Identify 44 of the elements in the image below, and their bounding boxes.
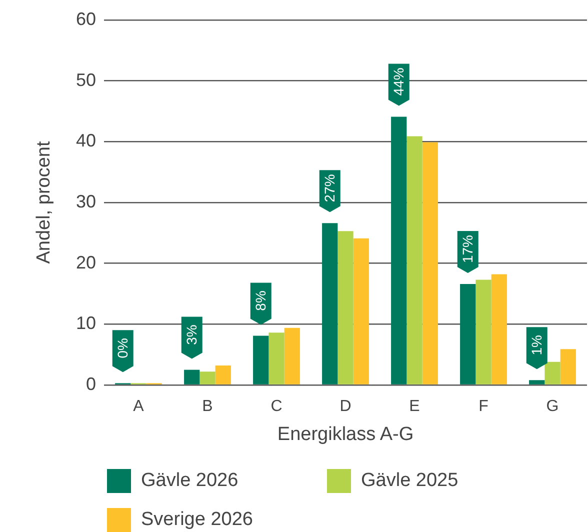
- bar: [391, 116, 407, 384]
- bar: [544, 362, 560, 384]
- y-tick-label: 60: [76, 8, 96, 29]
- x-tick-label: F: [478, 398, 489, 416]
- bar: [560, 349, 576, 384]
- x-tick-label: C: [270, 398, 282, 416]
- y-tick-label: 50: [76, 70, 96, 90]
- y-tick-label: 40: [76, 130, 96, 151]
- bar: [422, 142, 438, 384]
- y-axis-title: Andel, procent: [34, 140, 55, 264]
- data-label: 0%: [114, 338, 131, 358]
- bar: [268, 332, 284, 384]
- bar: [460, 284, 476, 384]
- x-tick-label: G: [546, 398, 559, 416]
- x-axis-title: Energiklass A-G: [277, 424, 414, 445]
- data-label: 44%: [390, 68, 407, 96]
- x-tick-label: D: [340, 398, 352, 416]
- y-tick-label: 10: [76, 313, 96, 334]
- data-label: 27%: [322, 174, 338, 202]
- bar: [215, 366, 231, 384]
- y-tick-label: 20: [76, 252, 96, 272]
- y-tick-label: 30: [76, 191, 96, 212]
- data-label: 17%: [460, 235, 476, 264]
- bar: [322, 223, 338, 384]
- y-tick-label: 0: [86, 374, 96, 394]
- bar: [353, 238, 369, 384]
- bar: [491, 274, 507, 384]
- data-label: 1%: [528, 335, 545, 356]
- bar: [476, 280, 492, 384]
- bar: [529, 380, 545, 384]
- x-tick-label: E: [409, 398, 420, 416]
- legend-label: Gävle 2026: [141, 469, 238, 493]
- legend-label: Gävle 2025: [361, 469, 458, 493]
- bar: [184, 370, 200, 384]
- bar: [284, 328, 300, 384]
- x-tick-label: B: [202, 398, 213, 416]
- bar: [253, 336, 269, 384]
- data-label: 3%: [184, 324, 200, 345]
- data-label: 8%: [252, 290, 269, 311]
- x-tick-label: A: [133, 398, 144, 416]
- bar: [200, 372, 216, 384]
- bar: [338, 231, 354, 384]
- legend-label: Sverige 2026: [141, 508, 253, 532]
- bar: [406, 136, 422, 384]
